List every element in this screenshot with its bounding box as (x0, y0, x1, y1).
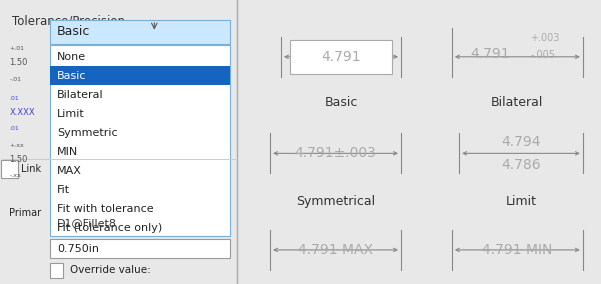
Text: 1.50: 1.50 (10, 58, 28, 67)
Text: Tolerance/Precision: Tolerance/Precision (12, 14, 125, 27)
Text: 0.750in: 0.750in (57, 243, 99, 254)
Text: Basic: Basic (57, 25, 90, 38)
Text: Basic: Basic (57, 71, 87, 81)
Text: 4.791 MAX: 4.791 MAX (298, 243, 373, 257)
Text: 4.786: 4.786 (501, 158, 541, 172)
Text: Override value:: Override value: (70, 265, 151, 275)
Text: Symmetrical: Symmetrical (296, 195, 375, 208)
Text: +.003: +.003 (530, 33, 560, 43)
Text: Limit: Limit (505, 195, 537, 208)
Text: MIN: MIN (57, 147, 78, 157)
Text: +.01: +.01 (10, 46, 25, 51)
Text: 1.50: 1.50 (10, 154, 28, 164)
Text: Link: Link (22, 164, 41, 174)
Text: X.XXX: X.XXX (10, 108, 35, 117)
FancyBboxPatch shape (1, 160, 18, 178)
Text: +.xx: +.xx (10, 143, 24, 148)
Text: .01: .01 (10, 96, 19, 101)
Text: Bilateral: Bilateral (57, 90, 103, 100)
FancyBboxPatch shape (50, 45, 230, 236)
Text: Basic: Basic (325, 96, 358, 109)
Text: None: None (57, 52, 86, 62)
Text: Bilateral: Bilateral (491, 96, 543, 109)
FancyBboxPatch shape (50, 20, 230, 44)
Text: -.xx: -.xx (10, 173, 21, 178)
Text: 4.791: 4.791 (321, 50, 361, 64)
Text: 4.791: 4.791 (471, 47, 510, 61)
Text: 4.791±.003: 4.791±.003 (294, 146, 376, 160)
Text: Fit: Fit (57, 185, 70, 195)
FancyBboxPatch shape (50, 66, 230, 85)
Text: Limit: Limit (57, 109, 85, 119)
FancyBboxPatch shape (50, 239, 230, 258)
Text: -.005: -.005 (530, 50, 555, 60)
Text: Fit (tolerance only): Fit (tolerance only) (57, 223, 162, 233)
Text: .01: .01 (10, 126, 19, 131)
Text: D1@Fillet8: D1@Fillet8 (57, 218, 117, 228)
Text: 4.794: 4.794 (501, 135, 541, 149)
FancyBboxPatch shape (50, 263, 63, 278)
Text: Fit with tolerance: Fit with tolerance (57, 204, 154, 214)
Text: -.01: -.01 (10, 77, 22, 82)
Text: Symmetric: Symmetric (57, 128, 118, 138)
FancyBboxPatch shape (290, 40, 392, 74)
Text: MAX: MAX (57, 166, 82, 176)
Text: 4.791 MIN: 4.791 MIN (482, 243, 552, 257)
Text: Primar: Primar (10, 208, 41, 218)
